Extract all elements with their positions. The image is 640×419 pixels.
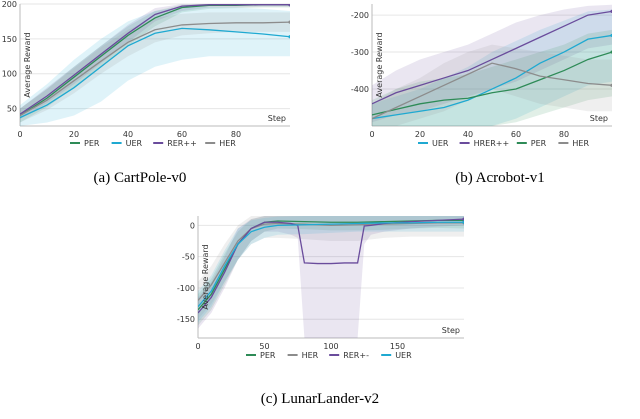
- band-HER: [372, 44, 612, 126]
- legend-label: HER: [572, 139, 589, 148]
- legend-label: HER: [219, 139, 236, 148]
- y-tick-label: 0: [190, 221, 195, 230]
- y-tick-label: 50: [7, 105, 17, 114]
- legend-label: UER: [395, 351, 412, 360]
- legend-label: UER: [126, 139, 143, 148]
- x-tick-label: 100: [323, 342, 338, 351]
- x-tick-label: 0: [195, 342, 200, 351]
- x-axis-label: Step: [268, 114, 286, 123]
- x-axis-label: Step: [590, 114, 608, 123]
- x-tick-label: 80: [559, 130, 569, 139]
- series-end-point-HER: [288, 20, 290, 24]
- y-tick-label: 150: [2, 35, 17, 44]
- y-tick-label: 200: [2, 0, 17, 9]
- legend-label: PER: [260, 351, 276, 360]
- band-UER: [20, 6, 290, 126]
- x-tick-label: 40: [463, 130, 473, 139]
- chart-2: 0 50 100 150 0 -50 -100 -150 Step Average Reward P…: [177, 216, 464, 360]
- band-HER: [198, 216, 464, 320]
- series-end-point-RER++: [288, 4, 290, 7]
- x-tick-label: 20: [69, 130, 79, 139]
- band-UER: [372, 9, 612, 126]
- caption-cartpole: (a) CartPole-v0: [94, 170, 187, 186]
- chart-1: 0 20 40 60 80 -400 -300 -200 Step Average Reward U…: [351, 4, 612, 148]
- series-end-point-HRER++: [610, 9, 612, 13]
- y-tick-label: 100: [2, 70, 17, 79]
- y-tick-label: -300: [351, 48, 369, 57]
- series-end-point-RER+-: [462, 217, 464, 221]
- band-UER: [198, 216, 464, 323]
- x-tick-label: 150: [390, 342, 405, 351]
- legend-label: PER: [84, 139, 100, 148]
- series-end-point-UER: [610, 33, 612, 38]
- y-axis-label: Average Reward: [23, 32, 32, 97]
- legend-label: RER+-: [343, 351, 369, 360]
- x-tick-label: 0: [17, 130, 22, 139]
- plot-area: [198, 216, 464, 338]
- series-line-UER: [20, 27, 290, 119]
- series-line-UER: [198, 221, 464, 308]
- legend-label: PER: [531, 139, 547, 148]
- x-tick-label: 40: [123, 130, 133, 139]
- y-tick-label: -150: [177, 315, 195, 324]
- series-line-PER: [372, 51, 612, 116]
- y-axis-label: Average Reward: [201, 244, 210, 309]
- series-line-RER++: [20, 4, 290, 115]
- caption-acrobot: (b) Acrobot-v1: [455, 170, 545, 186]
- y-tick-label: -200: [351, 11, 369, 20]
- plot-area: [20, 4, 290, 126]
- series-end-point-UER: [462, 220, 464, 224]
- x-tick-label: 60: [177, 130, 187, 139]
- legend-label: HRER++: [474, 139, 510, 148]
- x-tick-label: 0: [369, 130, 374, 139]
- y-tick-label: -100: [177, 284, 195, 293]
- legend-label: RER++: [167, 139, 197, 148]
- series-line-HRER++: [372, 10, 612, 105]
- band-RER+-: [198, 216, 464, 338]
- series-end-point-HER: [610, 83, 612, 87]
- x-tick-label: 50: [259, 342, 269, 351]
- series-line-UER: [372, 34, 612, 120]
- x-axis-label: Step: [442, 326, 460, 335]
- x-tick-label: 60: [511, 130, 521, 139]
- y-tick-label: -50: [182, 253, 195, 262]
- x-tick-label: 20: [415, 130, 425, 139]
- plot-area: [372, 4, 612, 126]
- y-tick-label: -400: [351, 85, 369, 94]
- series-end-point-UER: [288, 35, 290, 39]
- series-line-PER: [198, 219, 464, 311]
- caption-lunarlander: (c) LunarLander-v2: [261, 391, 379, 407]
- band-PER: [198, 216, 464, 326]
- series-line-HER: [20, 21, 290, 117]
- series-end-point-PER: [610, 50, 612, 54]
- legend-label: UER: [432, 139, 449, 148]
- series-line-HER: [372, 62, 612, 120]
- chart-0: 0 20 40 60 80 50 100 150 200 Step Average Reward PE…: [2, 0, 290, 148]
- legend-label: HER: [302, 351, 319, 360]
- x-tick-label: 80: [231, 130, 241, 139]
- y-axis-label: Average Reward: [375, 32, 384, 97]
